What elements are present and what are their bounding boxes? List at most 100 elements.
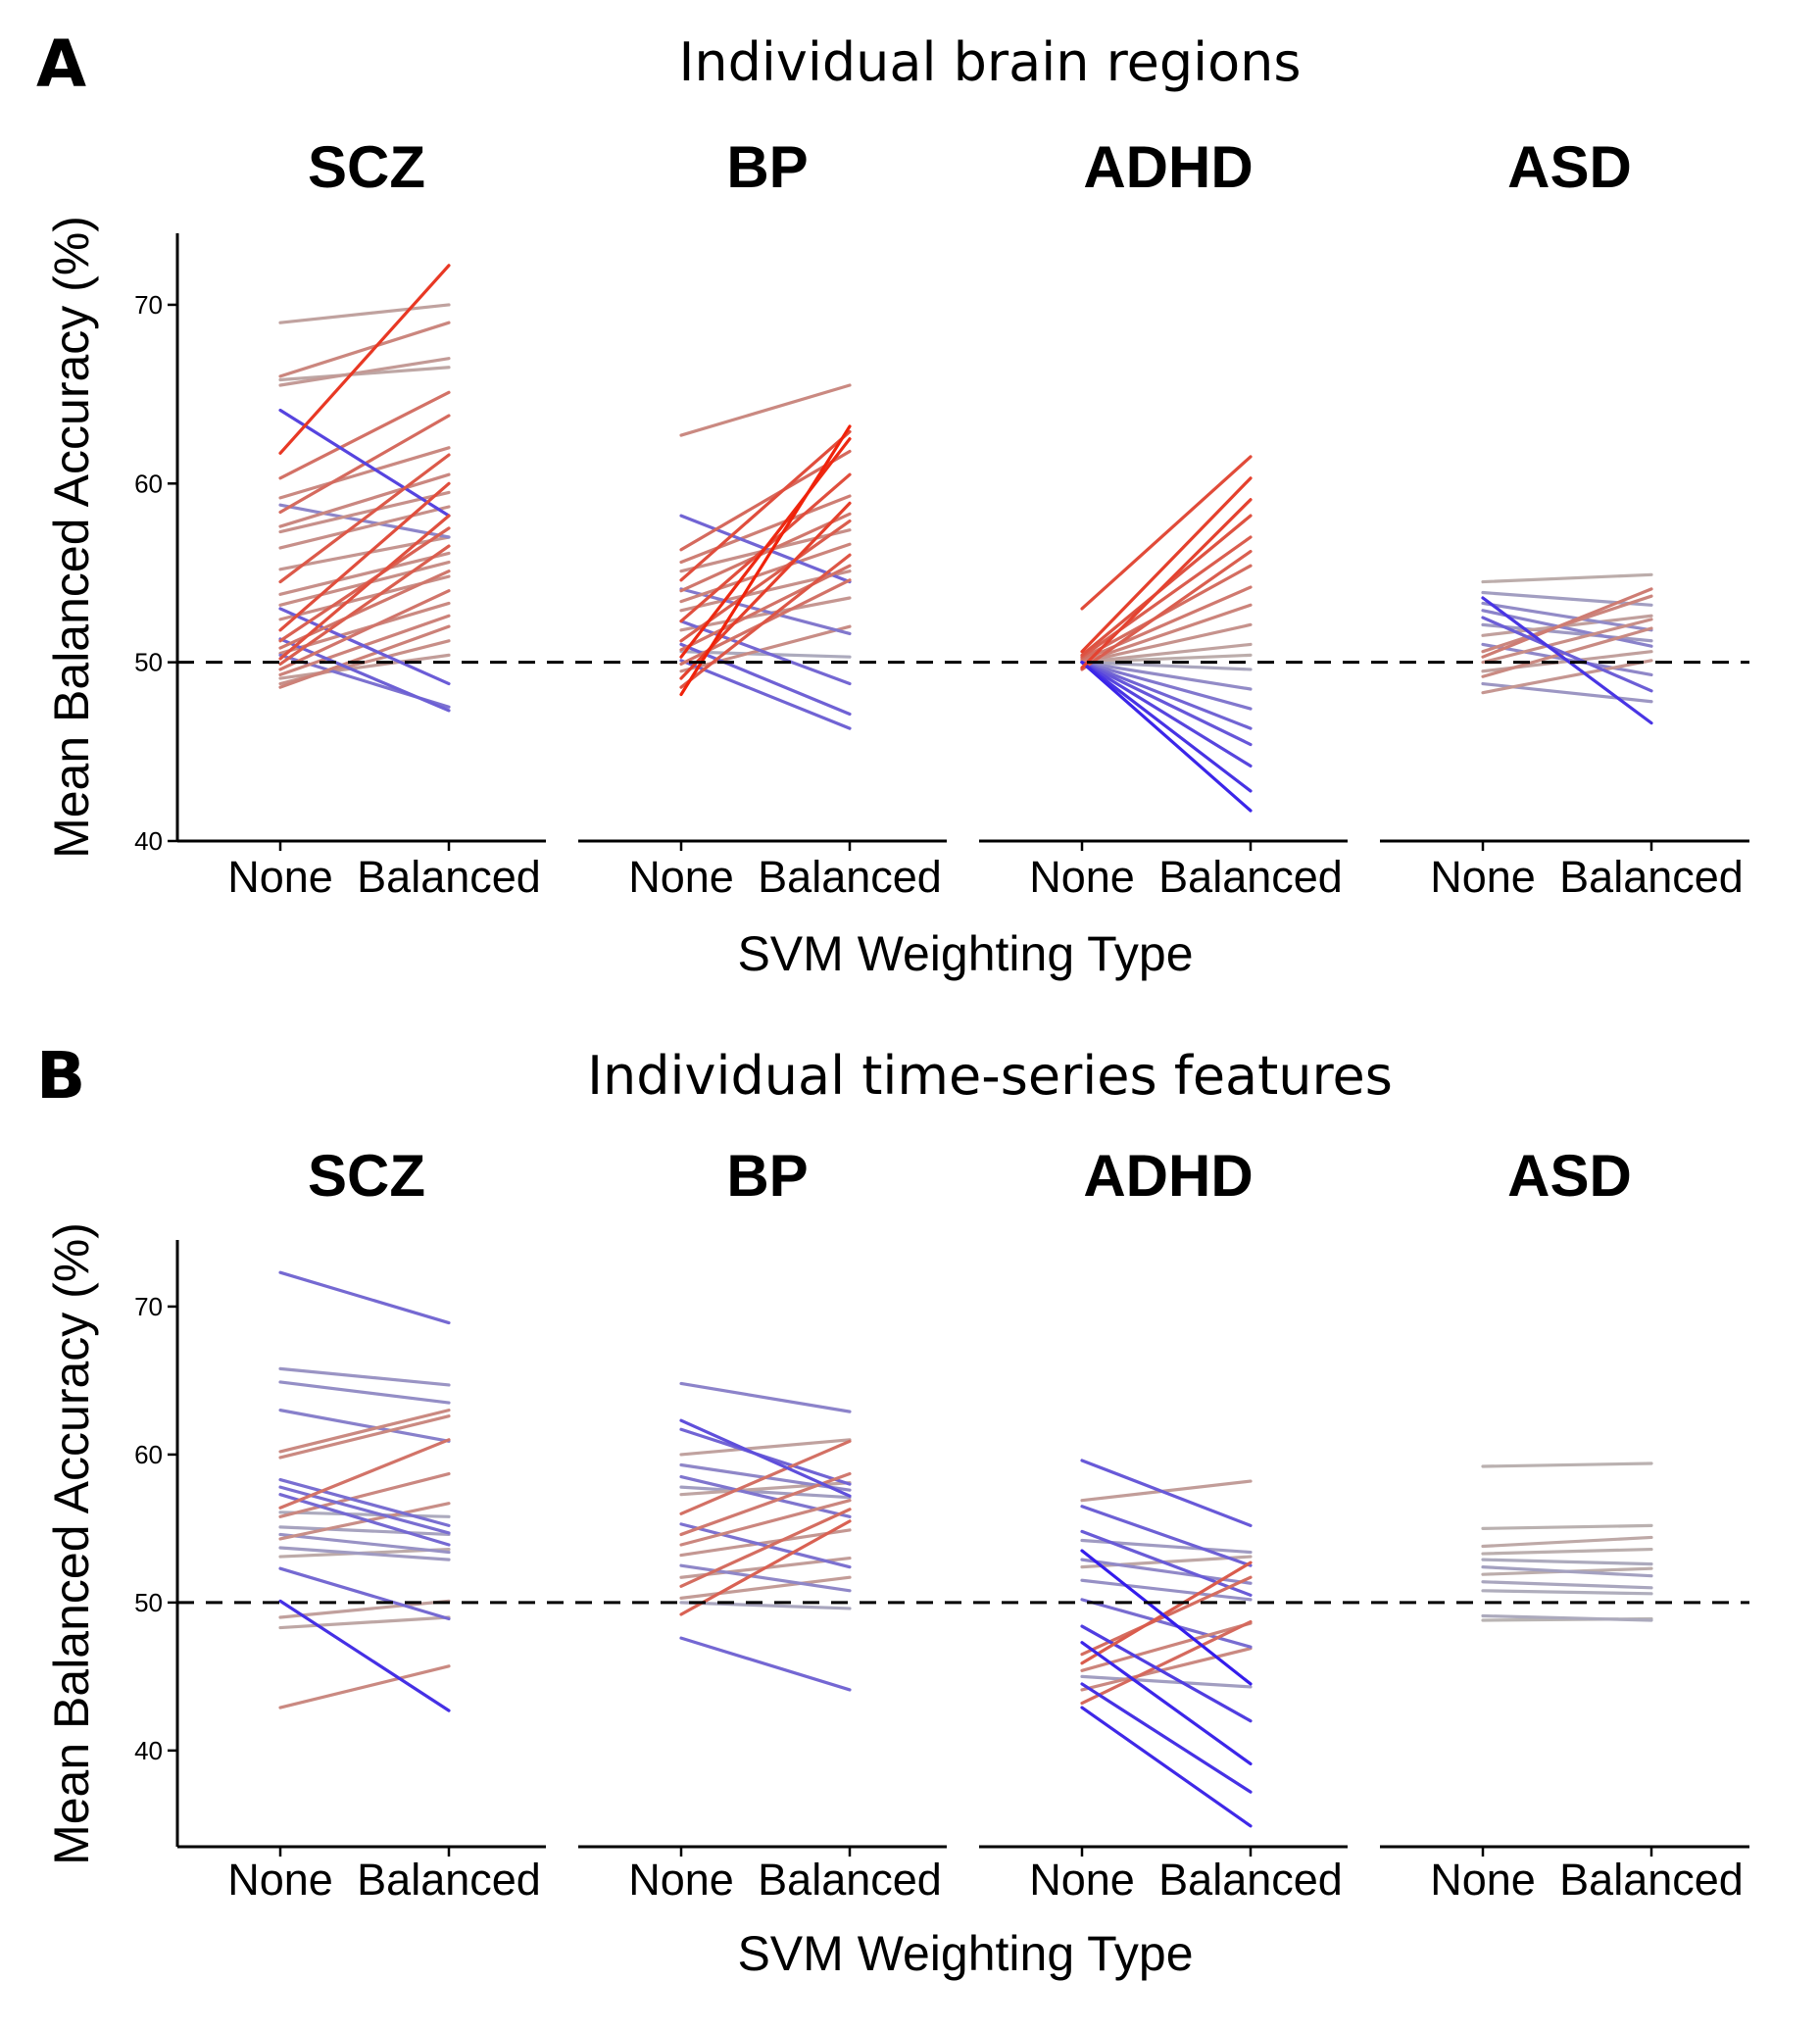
x-tick-label-none: None [1430, 1855, 1536, 1905]
series-line [278, 514, 451, 661]
series-line [679, 1528, 852, 1558]
series-line [1080, 549, 1253, 671]
series-line [1481, 1523, 1653, 1531]
panel-a-title: Individual brain regions [678, 31, 1301, 93]
series-line [278, 1485, 451, 1535]
series-line [278, 321, 451, 378]
series-line [278, 453, 451, 584]
facet-label-adhd: ADHD [1083, 1143, 1253, 1209]
panel-a-plot: 40 50 60 70 SCZ None Balanced BP None Balanced ADH… [134, 134, 1749, 902]
series-line [679, 383, 852, 437]
x-tick-label-none: None [227, 1855, 333, 1905]
series-line [278, 366, 451, 382]
series-line [278, 408, 451, 518]
series-line [278, 1409, 451, 1443]
series-line [679, 1485, 852, 1500]
series-line [679, 424, 852, 697]
series-line [679, 429, 852, 582]
series-line [278, 1525, 451, 1537]
series-line [278, 1599, 451, 1712]
series-line [278, 1414, 451, 1460]
panel-letter-a: A [36, 26, 86, 102]
series-line [1080, 661, 1253, 671]
x-tick-label-balanced: Balanced [357, 1855, 541, 1905]
series-line [278, 357, 451, 387]
panel-b-plot: 40 50 60 70 SCZ None Balanced BP None Balanced ADH… [134, 1143, 1749, 1905]
series-line [1481, 1580, 1653, 1590]
series-line [278, 589, 451, 671]
series-line [278, 1380, 451, 1405]
panel-a: A Individual brain regions Mean Balanced… [36, 26, 1749, 981]
series-line [278, 446, 451, 500]
series-line [679, 659, 852, 730]
series-line [1080, 1578, 1253, 1602]
series-line [278, 1664, 451, 1709]
series-line [1481, 659, 1653, 695]
series-line [1481, 609, 1653, 648]
series-line [1080, 603, 1253, 665]
series-line [278, 1409, 451, 1454]
series-line [278, 1546, 451, 1561]
series-line [1481, 1589, 1653, 1596]
series-line [278, 1366, 451, 1387]
series-line [278, 544, 451, 667]
series-line [1080, 661, 1253, 730]
facet-label-adhd: ADHD [1083, 134, 1253, 200]
series-line [278, 1511, 451, 1518]
series-line [679, 1418, 852, 1498]
series-line [1080, 1479, 1253, 1503]
series-line [1080, 1529, 1253, 1597]
series-line [679, 624, 852, 673]
series-line [1080, 1641, 1253, 1766]
series-line [278, 526, 451, 643]
series-line [1080, 498, 1253, 669]
facet-label-asd: ASD [1507, 1143, 1632, 1209]
series-line [1481, 572, 1653, 584]
y-tick-label: 70 [134, 1292, 163, 1321]
series-line [278, 1471, 451, 1518]
series-line [278, 1493, 451, 1547]
facet-label-asd: ASD [1507, 134, 1632, 200]
series-line [1481, 587, 1653, 659]
series-line [1080, 661, 1253, 768]
series-line [1080, 642, 1253, 665]
series-line [679, 512, 852, 593]
series-line [679, 1438, 852, 1457]
series-line [679, 542, 852, 604]
series-line [278, 1477, 451, 1527]
series-line [1080, 1459, 1253, 1527]
series-line [1080, 1560, 1253, 1665]
facet-label-scz: SCZ [308, 1143, 425, 1209]
x-tick-label-none: None [1029, 852, 1135, 902]
x-tick-label-none: None [628, 852, 734, 902]
series-line [1481, 1535, 1653, 1549]
series-line [1481, 1461, 1653, 1468]
y-tick-label: 50 [134, 648, 163, 677]
series-line [1080, 455, 1253, 611]
series-line [1080, 661, 1253, 793]
series-line [278, 535, 451, 571]
series-line [278, 1566, 451, 1621]
panel-b-y-axis-title: Mean Balanced Accuracy (%) [44, 1222, 99, 1865]
y-tick-label: 40 [134, 826, 163, 856]
x-tick-label-none: None [628, 1855, 734, 1905]
x-tick-label-balanced: Balanced [357, 852, 541, 902]
x-tick-label-balanced: Balanced [758, 852, 942, 902]
series-line [679, 564, 852, 652]
series-line [1481, 1558, 1653, 1566]
series-line [1481, 622, 1653, 643]
series-line [278, 264, 451, 455]
x-tick-label-none: None [1430, 852, 1536, 902]
x-tick-label-balanced: Balanced [1158, 852, 1343, 902]
series-line [1481, 1565, 1653, 1578]
series-line [1080, 661, 1253, 691]
series-line [1080, 476, 1253, 654]
x-tick-label-none: None [227, 852, 333, 902]
series-line [278, 637, 451, 713]
series-line [278, 1270, 451, 1325]
series-line [1080, 1674, 1253, 1689]
x-tick-label-balanced: Balanced [1559, 852, 1744, 902]
series-line [278, 481, 451, 632]
panel-b: B Individual time-series features Mean B… [36, 1038, 1749, 1981]
